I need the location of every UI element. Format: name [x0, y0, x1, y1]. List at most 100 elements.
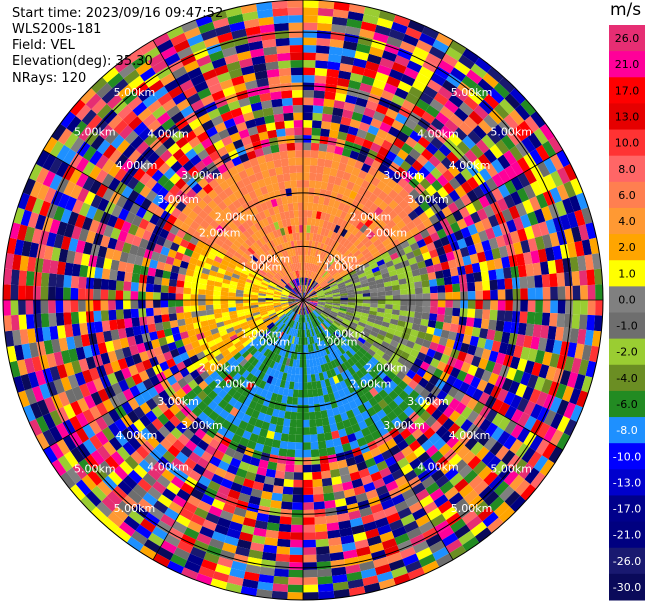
range-ring-label: 2.00km [199, 361, 241, 374]
velocity-gate [264, 476, 275, 486]
velocity-gate [316, 561, 332, 570]
velocity-gate [258, 297, 266, 300]
velocity-gate [400, 160, 412, 172]
velocity-gate [314, 411, 322, 420]
velocity-gate [246, 260, 255, 268]
velocity-gate [384, 242, 394, 252]
velocity-gate [188, 334, 198, 343]
velocity-gate [345, 495, 358, 506]
velocity-gate [309, 329, 313, 337]
velocity-gate [275, 197, 283, 206]
velocity-gate [102, 517, 119, 534]
velocity-gate [317, 440, 327, 450]
velocity-gate [332, 322, 340, 329]
velocity-gate [296, 337, 300, 345]
velocity-gate [260, 452, 271, 462]
velocity-gate [341, 542, 356, 552]
velocity-gate [332, 301, 341, 304]
velocity-gate [509, 356, 521, 370]
velocity-gate [499, 222, 510, 236]
velocity-gate [55, 312, 65, 326]
velocity-gate [88, 332, 98, 346]
velocity-gate [310, 449, 320, 458]
velocity-gate [152, 364, 163, 375]
velocity-gate [413, 416, 425, 429]
velocity-gate [236, 236, 245, 245]
velocity-gate [378, 345, 388, 354]
velocity-gate [294, 449, 303, 458]
velocity-gate [312, 311, 319, 318]
velocity-gate [509, 474, 525, 491]
velocity-gate [258, 131, 269, 141]
velocity-gate [274, 254, 281, 263]
velocity-gate [323, 228, 330, 237]
velocity-gate [205, 334, 214, 343]
velocity-gate [171, 66, 188, 80]
velocity-gate [183, 86, 198, 99]
velocity-gate [391, 309, 400, 316]
velocity-gate [55, 300, 64, 313]
velocity-gate [56, 364, 68, 379]
velocity-gate [202, 395, 213, 406]
velocity-gate [186, 400, 197, 412]
velocity-gate [175, 306, 184, 314]
velocity-gate [181, 254, 191, 263]
velocity-gate [243, 300, 251, 304]
velocity-gate [291, 404, 298, 413]
velocity-gate [117, 357, 128, 370]
velocity-gate [33, 271, 42, 287]
velocity-gate [312, 479, 323, 488]
velocity-gate [133, 504, 149, 519]
velocity-gate [140, 324, 149, 335]
velocity-gate [280, 82, 292, 92]
velocity-gate [259, 566, 275, 576]
velocity-gate [325, 301, 333, 304]
velocity-gate [22, 404, 36, 422]
velocity-gate [139, 427, 153, 441]
velocity-gate [149, 232, 160, 244]
velocity-gate [347, 366, 356, 376]
velocity-gate [296, 286, 300, 294]
velocity-gate [369, 46, 385, 58]
velocity-gate [312, 358, 317, 367]
velocity-gate [198, 475, 212, 488]
velocity-gate [314, 218, 321, 227]
velocity-gate [307, 287, 313, 295]
velocity-gate [308, 336, 313, 345]
velocity-gate [563, 181, 577, 198]
velocity-gate [138, 316, 148, 326]
velocity-gate [377, 64, 392, 76]
velocity-gate [289, 264, 294, 272]
velocity-gate [138, 274, 148, 284]
velocity-gate [483, 470, 499, 486]
velocity-gate [97, 388, 110, 403]
velocity-gate [400, 513, 416, 527]
velocity-gate [510, 394, 523, 409]
velocity-gate [414, 281, 423, 289]
velocity-gate [297, 307, 301, 315]
velocity-gate [303, 314, 306, 323]
velocity-gate [240, 524, 255, 535]
velocity-gate [309, 172, 317, 181]
velocity-gate [202, 243, 213, 253]
velocity-gate [309, 426, 318, 435]
velocity-gate [320, 269, 327, 277]
velocity-gate [291, 225, 296, 234]
velocity-gate [481, 369, 493, 383]
velocity-gate [284, 334, 290, 342]
velocity-gate [6, 345, 17, 363]
velocity-gate [277, 531, 291, 540]
velocity-gate [440, 353, 450, 365]
velocity-gate [293, 255, 298, 264]
velocity-gate [82, 438, 97, 455]
velocity-gate [118, 63, 136, 79]
velocity-gate [92, 232, 104, 246]
velocity-gate [423, 160, 436, 173]
range-ring-label: 3.00km [181, 169, 223, 182]
velocity-gate [304, 307, 307, 315]
velocity-gate [78, 125, 94, 142]
velocity-gate [385, 260, 394, 268]
velocity-gate [212, 260, 221, 268]
velocity-gate [433, 263, 443, 272]
velocity-gate [435, 162, 448, 175]
